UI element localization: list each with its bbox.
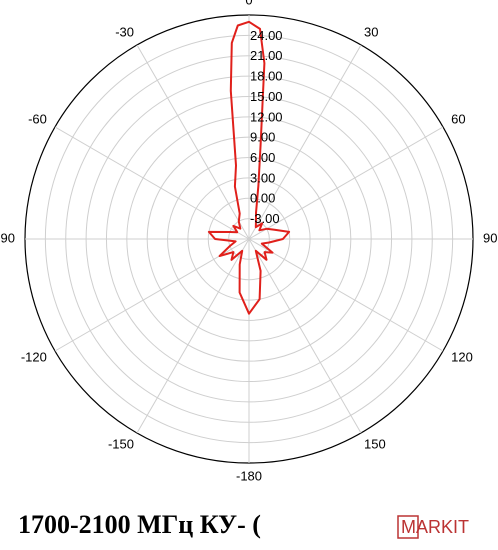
- watermark: MARKIT: [401, 517, 469, 537]
- grid-spoke: [54, 238, 250, 352]
- grid-spoke: [248, 238, 444, 352]
- angle-tick-label: -150: [108, 437, 134, 452]
- angle-tick-label: -60: [28, 111, 47, 126]
- angle-tick-label: 30: [364, 24, 378, 39]
- r-tick-label: 0.00: [250, 191, 275, 206]
- grid-spoke: [136, 238, 250, 434]
- angle-tick-label: 120: [451, 349, 473, 364]
- watermark-logo: [397, 515, 419, 539]
- angle-tick-label: 0: [245, 0, 252, 7]
- r-tick-label: 24.00: [250, 28, 283, 43]
- angle-tick-label: -90: [0, 230, 15, 245]
- r-tick-label: 21.00: [250, 48, 283, 63]
- grid-spoke: [248, 126, 444, 240]
- chart-title: 1700-2100 МГц КУ- (: [18, 510, 261, 539]
- angle-tick-label: -30: [115, 24, 134, 39]
- grid-spoke: [248, 44, 362, 240]
- angle-tick-label: 150: [364, 437, 386, 452]
- angle-tick-label: 60: [451, 111, 465, 126]
- angle-tick-label: 90: [483, 230, 497, 245]
- r-tick-label: 6.00: [250, 150, 275, 165]
- angle-tick-label: -120: [21, 349, 47, 364]
- r-tick-label: 12.00: [250, 109, 283, 124]
- grid-spoke: [136, 44, 250, 240]
- r-tick-label: 15.00: [250, 89, 283, 104]
- grid-spoke: [54, 126, 250, 240]
- r-tick-label: 18.00: [250, 69, 283, 84]
- watermark-box: [396, 514, 490, 540]
- angle-tick-label: -180: [236, 468, 262, 483]
- r-tick-label: -3.00: [250, 211, 280, 226]
- r-tick-label: 3.00: [250, 170, 275, 185]
- grid-spoke: [248, 238, 362, 434]
- pattern-line: [207, 20, 291, 315]
- r-tick-label: 9.00: [250, 130, 275, 145]
